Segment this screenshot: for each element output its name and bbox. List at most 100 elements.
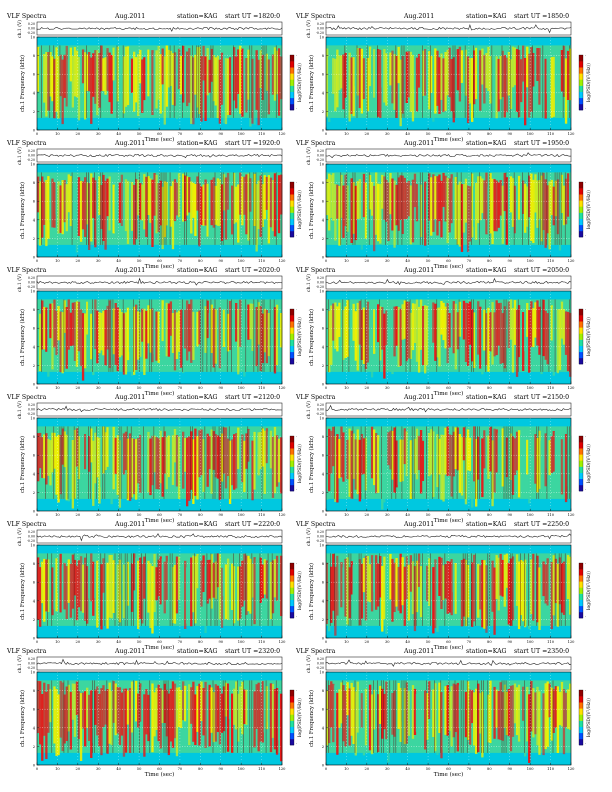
spectrogram-streak [550, 436, 553, 473]
spectrogram-sferic-line [381, 680, 382, 753]
colorbar-tick-label: - [585, 234, 586, 238]
spectrogram-streak [538, 306, 541, 355]
spectrogram-sferic-line [569, 426, 570, 499]
y-tick-label: 8 [322, 435, 325, 439]
spectrogram-streak [37, 557, 40, 620]
spectrogram-streak [167, 435, 171, 478]
spectrogram-streak [530, 47, 533, 112]
spectrogram-streak [397, 566, 400, 611]
spectrogram-streak [424, 690, 427, 750]
spectrogram-streak [434, 176, 437, 220]
y-tick-label: 4 [33, 91, 36, 95]
spectrogram-sferic-line [233, 172, 234, 245]
spectrogram-streak [210, 48, 213, 82]
spectrogram-streak [100, 564, 103, 630]
spectrogram-streak [377, 694, 380, 752]
spectrogram-streak [77, 57, 81, 121]
x-tick-label: 10 [344, 767, 349, 771]
spectrogram-streak [393, 690, 396, 737]
spectrogram-streak [368, 175, 372, 210]
spectrogram-streak [124, 559, 128, 600]
colorbar-segment [579, 55, 583, 62]
spectrogram-streak [110, 183, 113, 234]
y-tick-label: 4 [322, 218, 325, 222]
spectrogram-sferic-line [243, 680, 244, 753]
spectrogram-sferic-line [53, 426, 55, 499]
spectrogram-streak [352, 182, 355, 234]
spectrogram-sferic-line [126, 426, 128, 499]
spectrogram-streak [39, 313, 42, 372]
spectrogram-sferic-line [509, 553, 511, 626]
x-tick-label: 10 [55, 767, 60, 771]
spectrogram-streak [182, 555, 185, 596]
spectrogram-sferic-line [275, 45, 277, 118]
spectrogram-sferic-line [464, 426, 466, 499]
spectrogram-streak [405, 182, 408, 220]
spectrogram-sferic-line [224, 680, 226, 753]
spectrogram-streak [460, 437, 464, 496]
waveform-tick-label: 0.20 [28, 276, 35, 280]
spectrogram-streak [391, 50, 394, 104]
spectrogram-streak [450, 59, 453, 112]
spectrogram-streak [39, 181, 42, 246]
y-axis-label: ch.1 Frequency (kHz) [19, 309, 26, 366]
colorbar-frame [289, 435, 295, 492]
waveform-tick-label: 0.20 [317, 403, 324, 407]
colorbar-segment [579, 339, 583, 346]
colorbar-segment [579, 599, 583, 607]
colorbar-segment [579, 230, 583, 238]
spectrogram-streak [538, 691, 541, 755]
spectrogram-sferic-line [517, 299, 519, 372]
x-tick-label: 30 [385, 767, 390, 771]
spectrogram-sferic-line [163, 172, 165, 245]
spectrogram-streak [540, 58, 543, 111]
x-tick-label: 100 [527, 767, 535, 771]
spectrogram-streak [481, 559, 484, 628]
spectrogram-streak [432, 174, 435, 232]
spectrogram-streak [550, 687, 553, 741]
spectrogram-sferic-line [104, 426, 106, 499]
colorbar-segment [290, 73, 294, 80]
spectrogram-sferic-line [130, 426, 132, 499]
spectrogram-streak [360, 693, 364, 728]
spectrogram-streak [259, 557, 262, 603]
spectrogram-streak [411, 179, 415, 243]
spectrogram-sferic-line [198, 172, 200, 245]
spectrogram-streak [108, 176, 111, 231]
spectrogram-streak [237, 49, 240, 94]
spectrogram-streak [434, 559, 437, 629]
spectrogram-streak [202, 184, 205, 226]
spectrogram-sferic-line [212, 426, 214, 499]
spectrogram-streak [379, 685, 382, 724]
spectrogram-streak [399, 59, 402, 127]
spectrogram-streak [430, 567, 433, 613]
spectrogram-streak [222, 55, 226, 124]
colorbar-segment [290, 690, 294, 697]
colorbar-tick-label: - [296, 562, 297, 566]
spectrogram-streak [92, 177, 95, 219]
spectrogram-streak [362, 558, 366, 593]
spectrogram-streak [280, 555, 283, 617]
waveform-trace [36, 26, 283, 32]
spectrogram-sferic-line [263, 45, 265, 118]
spectrogram-sferic-line [161, 172, 163, 245]
spectrogram-streak [275, 304, 279, 366]
spectrogram-streak [253, 431, 256, 490]
spectrogram-streak [558, 557, 562, 605]
spectrogram-streak [448, 434, 451, 476]
colorbar-tick-label: - [296, 435, 297, 439]
spectrogram-streak [190, 557, 193, 627]
spectrogram-streak [362, 438, 366, 475]
spectrogram-streak [71, 181, 75, 232]
spectrogram-streak [224, 304, 228, 342]
spectrogram-streak [497, 303, 500, 346]
spectrogram-sferic-line [73, 426, 75, 499]
spectrogram-streak [157, 438, 160, 490]
spectrogram-streak [120, 558, 124, 595]
spectrogram-sferic-line [212, 680, 214, 753]
y-tick-label: 2 [33, 237, 35, 241]
spectrogram-streak [411, 54, 415, 122]
spectrogram-streak [53, 554, 56, 610]
panel-station: station=KAG [466, 521, 507, 528]
spectrogram-streak [340, 300, 343, 350]
